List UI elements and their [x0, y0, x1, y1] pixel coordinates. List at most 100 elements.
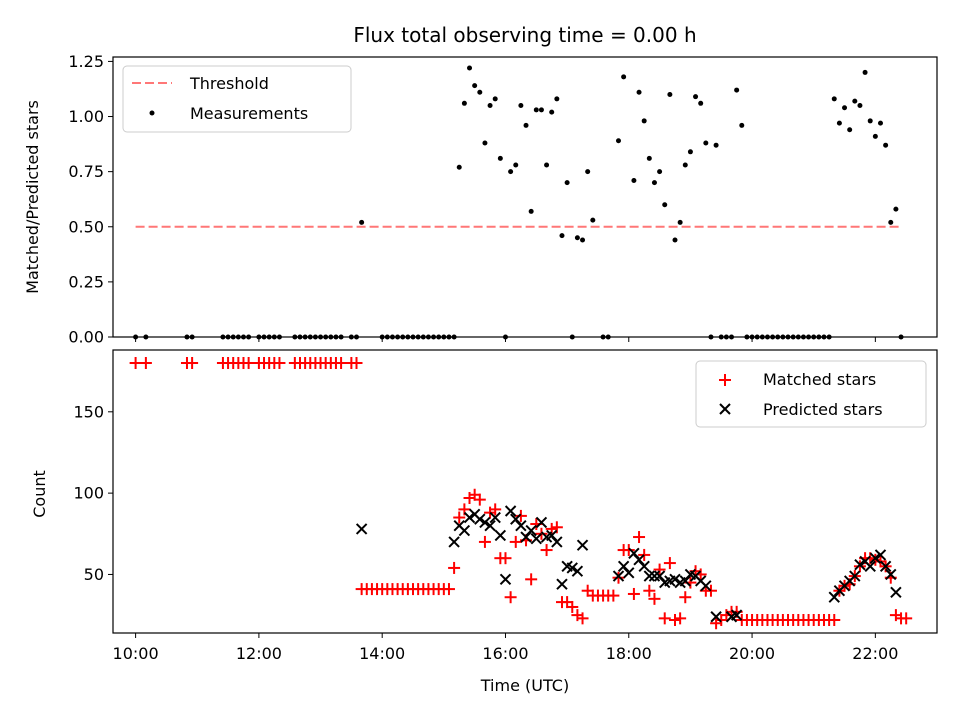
matched-star-point [350, 357, 363, 370]
matched-star-point [643, 584, 656, 597]
matched-star-point [473, 493, 486, 506]
top-y-tick-label: 0.00 [68, 328, 104, 347]
bottom-y-tick-label: 150 [73, 402, 104, 421]
bottom-y-tick-label: 50 [84, 565, 104, 584]
measurement-point [687, 149, 693, 155]
matched-star-point [186, 357, 199, 370]
measurement-point [549, 109, 555, 115]
matched-star-point [627, 587, 640, 600]
predicted-star-point [535, 516, 548, 529]
measurement-point [580, 237, 586, 243]
matched-star-point [525, 573, 538, 586]
measurement-point [636, 89, 642, 95]
predicted-star-point [494, 529, 507, 542]
measurement-point [631, 177, 637, 183]
measurement-point [862, 69, 868, 75]
matched-star-point [869, 553, 882, 566]
matched-star-point [453, 511, 466, 524]
x-tick-label: 10:00 [113, 644, 159, 663]
measurement-point [872, 133, 878, 139]
top-x-ticks [135, 337, 876, 342]
measurement-point [877, 120, 883, 126]
measurement-point [667, 91, 673, 97]
legend-threshold-label: Threshold [189, 74, 269, 93]
matched-star-point [129, 357, 142, 370]
x-tick-label: 12:00 [236, 644, 282, 663]
predicted-star-point [669, 573, 681, 586]
x-tick-label: 22:00 [852, 644, 898, 663]
measurement-point [554, 96, 560, 102]
matched-star-point [576, 612, 589, 625]
measurement-point [852, 98, 858, 104]
measurement-point [646, 155, 652, 161]
measurement-point [574, 235, 580, 241]
predicted-star-point [849, 570, 861, 582]
measurement-point [518, 103, 524, 109]
predicted-star-point [479, 516, 491, 529]
measurement-point [482, 140, 488, 146]
measurement-point [734, 87, 740, 93]
matched-star-point [648, 592, 661, 605]
x-tick-label: 16:00 [482, 644, 528, 663]
matched-star-point [504, 591, 517, 604]
x-tick-label: 20:00 [729, 644, 775, 663]
measurement-point [847, 127, 853, 133]
matched-star-point [566, 600, 579, 613]
predicted-star-point [885, 568, 897, 581]
measurement-point [564, 180, 570, 186]
measurement-point [487, 103, 493, 109]
matched-stars-series [129, 357, 913, 630]
predicted-star-point [879, 560, 892, 573]
measurement-point [467, 65, 473, 71]
predicted-star-point [612, 570, 625, 582]
measurement-point [651, 180, 657, 186]
matched-star-point [478, 535, 491, 548]
matched-star-point [509, 535, 522, 548]
matched-star-point [514, 509, 527, 522]
matched-star-point [900, 612, 913, 625]
legend-matched-swatch [719, 374, 731, 386]
predicted-stars-series [355, 505, 902, 623]
matched-star-point [638, 548, 651, 561]
matched-star-point [612, 571, 625, 584]
legend-measurements-label: Measurements [190, 104, 308, 123]
matched-star-point [489, 503, 502, 516]
bottom-panel: 50 100 150 10:00 12:00 14:00 16:00 18:00 20:00 2… [30, 349, 938, 695]
measurement-point [528, 208, 534, 214]
measurement-point [497, 155, 503, 161]
measurement-point [615, 138, 621, 144]
measurement-point [682, 162, 688, 168]
measurement-point [657, 169, 663, 175]
matched-star-point [499, 552, 512, 565]
matched-star-point [607, 589, 620, 602]
measurement-point [867, 118, 873, 124]
bottom-x-ticks: 10:00 12:00 14:00 16:00 18:00 20:00 22:00 [113, 633, 898, 663]
top-y-tick-label: 0.75 [68, 162, 104, 181]
measurement-point [508, 169, 514, 175]
top-y-tick-label: 1.00 [68, 107, 104, 126]
matched-star-point [335, 357, 348, 370]
predicted-star-point [890, 586, 902, 599]
predicted-star-point [448, 536, 460, 548]
predicted-star-point [484, 519, 496, 532]
top-panel: 0.00 0.25 0.50 0.75 1.00 1.25 Matched/Predict… [23, 52, 938, 347]
predicted-star-point [458, 524, 471, 537]
predicted-star-point [869, 552, 882, 564]
predicted-star-point [638, 560, 650, 573]
measurement-point [461, 100, 467, 106]
legend-predicted-label: Predicted stars [763, 400, 883, 419]
measurement-point [559, 233, 565, 239]
predicted-star-point [854, 558, 866, 571]
matched-star-point [448, 561, 461, 574]
legend-matched-label: Matched stars [763, 370, 876, 389]
measurement-point [893, 206, 899, 212]
matched-star-point [828, 613, 841, 626]
measurement-point [641, 118, 647, 124]
matched-star-point [442, 583, 455, 596]
matched-star-point [669, 613, 682, 626]
predicted-star-point [700, 580, 712, 592]
matched-star-point [139, 357, 152, 370]
predicted-star-point [623, 567, 635, 579]
measurement-point [831, 96, 837, 102]
matched-star-point [242, 357, 255, 370]
